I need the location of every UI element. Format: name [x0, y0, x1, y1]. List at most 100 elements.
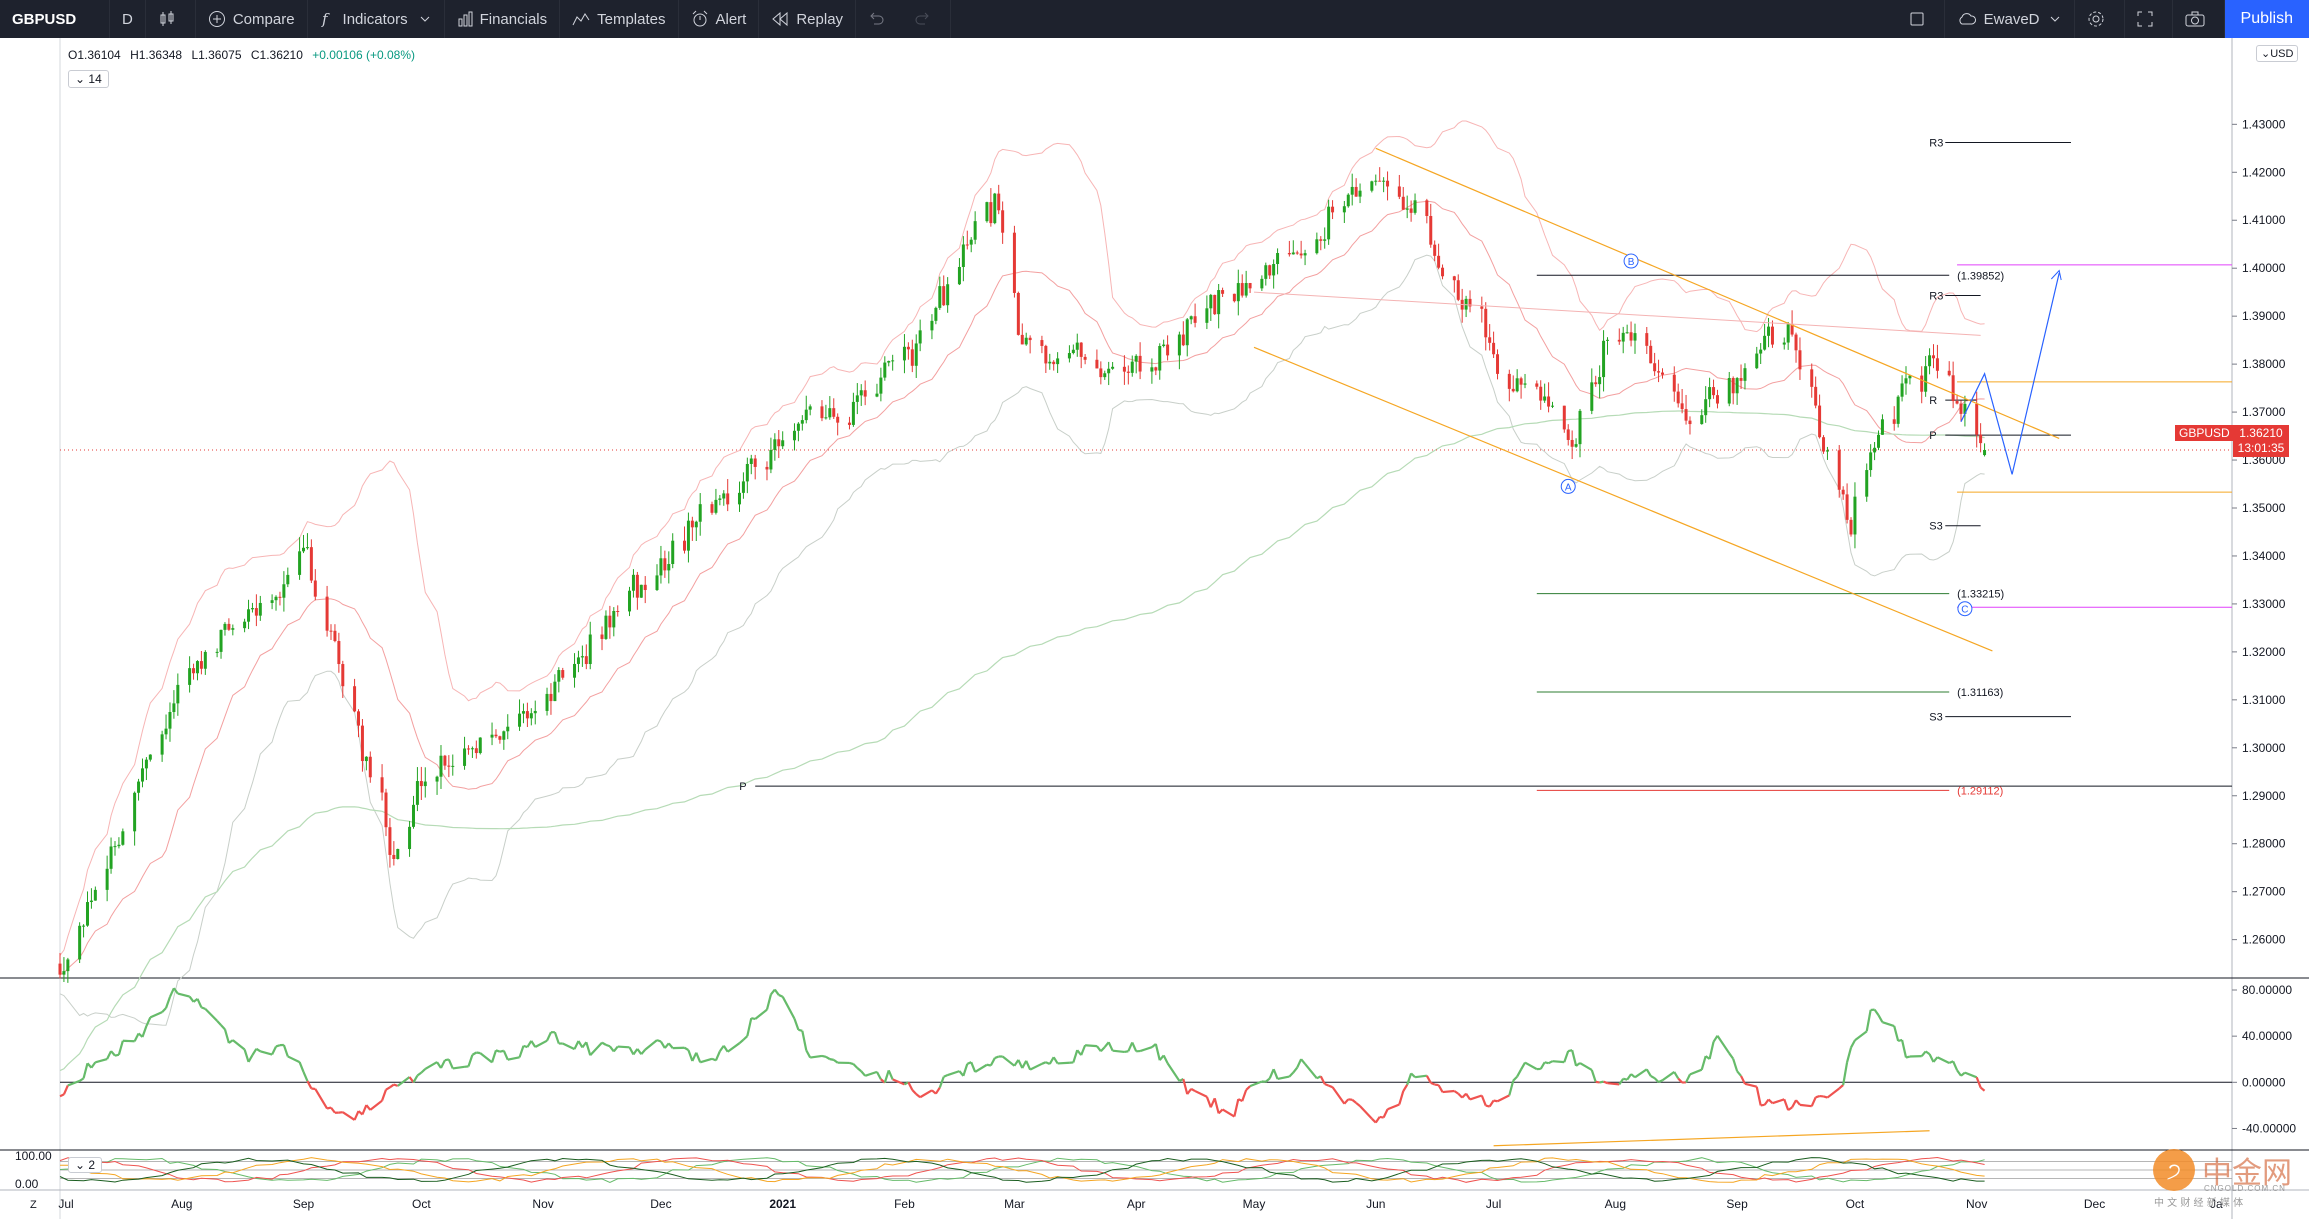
candle-body — [875, 393, 879, 397]
chart-canvas[interactable]: R3 (1.39852) R3 R P S3 (1.33215) (1.31163) S3 P (1… — [0, 38, 2309, 1219]
templates-button[interactable]: Templates — [560, 0, 679, 38]
oscillator-segment — [1048, 1056, 1055, 1065]
candle-body — [305, 547, 309, 549]
oscillator-segment — [856, 1067, 862, 1073]
candle-body — [137, 781, 141, 793]
legend-open: O1.36104 — [68, 48, 121, 62]
oscillator-segment — [1222, 1108, 1235, 1118]
oscillator-segment — [201, 1006, 206, 1010]
stochastic-pane — [59, 1156, 2232, 1184]
oscillator-segment — [810, 1054, 823, 1059]
candle-body — [902, 346, 906, 361]
time-axis-label: Apr — [1127, 1197, 1146, 1211]
candle-body — [726, 493, 730, 505]
oscillator-segment — [1964, 1071, 1978, 1079]
alert-button[interactable]: Alert — [679, 0, 760, 38]
oscillator-segment — [573, 1040, 580, 1050]
indicators-toggle[interactable]: ⌄ 14 — [68, 70, 109, 88]
candle-body — [1079, 342, 1083, 357]
redo-icon — [915, 12, 929, 25]
candle-body — [533, 710, 537, 714]
candle-body — [1837, 450, 1841, 490]
oscillator-segment — [695, 1052, 702, 1063]
symbol-search-button[interactable]: GBPUSD — [0, 0, 110, 38]
candle-body — [168, 712, 172, 729]
oscillator-segment — [467, 1054, 474, 1067]
candle-body — [1401, 196, 1405, 210]
candle-body — [1044, 345, 1048, 364]
oscillator-segment — [1485, 1104, 1490, 1108]
candle-body — [435, 776, 439, 782]
candle-body — [1660, 372, 1664, 375]
oscillator-segment — [1677, 1077, 1683, 1084]
oscillator-segment — [1618, 1078, 1625, 1086]
oscillator-segment — [1139, 1046, 1153, 1053]
alarm-clock-icon — [692, 10, 707, 27]
save-layout-button[interactable]: EwaveD — [1945, 0, 2075, 38]
candle-body — [144, 759, 148, 769]
oscillator-segment — [1795, 1099, 1801, 1106]
sub-indicators-toggle[interactable]: ⌄ 2 — [68, 1157, 103, 1173]
oscillator-segment — [943, 1074, 949, 1078]
publish-button[interactable]: Publish — [2224, 0, 2309, 38]
time-axis-label: Jun — [1366, 1197, 1385, 1211]
candle-body — [663, 558, 667, 571]
indicators-button[interactable]: f Indicators — [308, 0, 445, 38]
candle-body — [1217, 290, 1221, 315]
candle-body — [1606, 339, 1610, 341]
candle-body — [745, 463, 749, 482]
oscillator-segment — [1744, 1082, 1758, 1088]
level-label: (1.29112) — [1957, 785, 2003, 797]
interval-button[interactable]: D — [110, 0, 146, 38]
layout-select-button[interactable] — [1897, 0, 1945, 38]
candle-body — [1625, 332, 1629, 334]
candle-body — [1841, 489, 1845, 495]
oscillator-segment — [490, 1049, 498, 1063]
oscillator-segment — [361, 1104, 368, 1115]
drawings[interactable]: A B C — [1253, 147, 2062, 652]
compare-button[interactable]: Compare — [196, 0, 308, 38]
candle-body — [254, 608, 258, 616]
candle-body — [1680, 403, 1684, 410]
candle-body — [89, 900, 93, 903]
chart-style-button[interactable] — [146, 0, 196, 38]
candle-body — [1327, 206, 1331, 240]
candle-body — [1162, 344, 1166, 347]
candle-body — [474, 748, 478, 754]
candle-body — [325, 596, 329, 631]
legend-close: C1.36210 — [250, 48, 303, 62]
financials-button[interactable]: Financials — [445, 0, 561, 38]
oscillator-segment — [1217, 1108, 1224, 1115]
oscillator-segment — [1732, 1058, 1739, 1072]
oscillator-segment — [1810, 1096, 1817, 1107]
oscillator-segment — [852, 1063, 859, 1069]
oscillator-segment — [1025, 1060, 1032, 1071]
candle-body — [918, 330, 922, 344]
oscillator-segment — [691, 1052, 698, 1062]
candle-body — [616, 610, 620, 612]
candle-body — [192, 668, 196, 674]
fullscreen-button[interactable] — [2125, 0, 2173, 38]
oscillator-segment — [683, 1046, 689, 1052]
oscillator-segment — [1124, 1050, 1129, 1054]
undo-button[interactable] — [856, 0, 903, 38]
candle-body — [1633, 333, 1637, 341]
oscillator-segment — [141, 1025, 148, 1038]
oscillator-segment — [59, 1093, 65, 1098]
currency-button[interactable]: ⌄USD — [2256, 45, 2299, 62]
level-label: R3 — [1929, 291, 1943, 303]
redo-button[interactable] — [903, 0, 952, 38]
oscillator-segment — [1960, 1071, 1966, 1077]
time-axis-label: Nov — [1966, 1197, 1987, 1211]
oscillator-segment — [1434, 1083, 1439, 1087]
candle-body — [172, 703, 176, 713]
oscillator-segment — [585, 1041, 592, 1056]
candle-body — [1869, 452, 1873, 471]
symbol-label: GBPUSD — [12, 10, 77, 28]
upper-band-line — [59, 120, 1985, 956]
settings-button[interactable] — [2075, 0, 2125, 38]
price-tick-label: 1.38000 — [2242, 357, 2286, 371]
snapshot-button[interactable] — [2173, 0, 2225, 38]
candle-body — [1492, 342, 1496, 355]
replay-button[interactable]: Replay — [759, 0, 857, 38]
